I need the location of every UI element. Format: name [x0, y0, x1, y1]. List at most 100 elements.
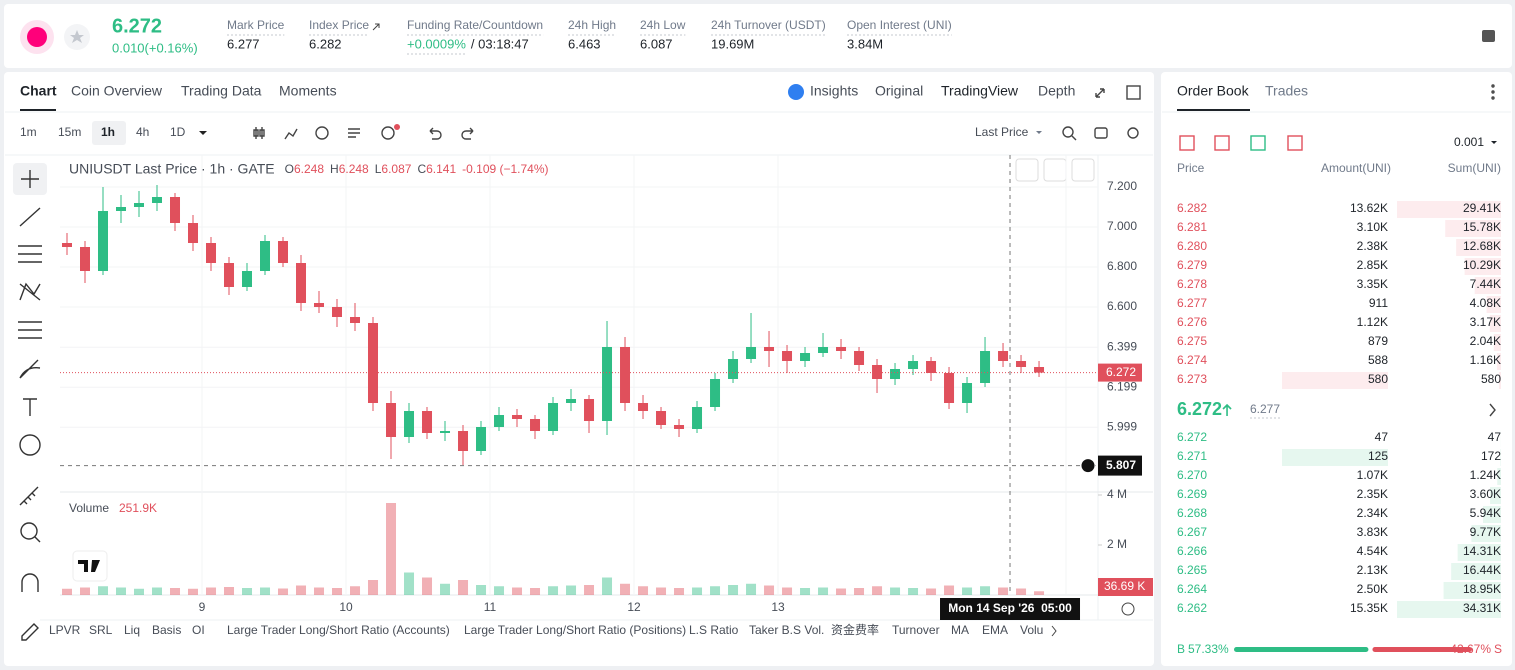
- ob-sum: 2.04K: [1470, 334, 1501, 348]
- candle-body: [61, 243, 72, 247]
- ob-price[interactable]: 6.280: [1177, 239, 1207, 253]
- candle-body: [386, 403, 397, 437]
- chart-tab[interactable]: Trading Data: [181, 83, 262, 99]
- ob-sum: 9.77K: [1470, 525, 1501, 539]
- indicator[interactable]: Basis: [152, 623, 181, 637]
- stat-label: Funding Rate/Countdown: [407, 18, 543, 32]
- candle-body: [908, 361, 919, 369]
- indicator[interactable]: EMA: [982, 623, 1008, 637]
- legend-key: L: [375, 162, 382, 176]
- volume-bar: [1034, 591, 1045, 595]
- ob-sum: 34.31K: [1463, 601, 1501, 615]
- volume-bar: [116, 587, 127, 595]
- scroll-arrow[interactable]: [1051, 625, 1057, 637]
- ob-price[interactable]: 6.276: [1177, 315, 1207, 329]
- ob-price[interactable]: 6.265: [1177, 563, 1207, 577]
- price-type[interactable]: Last Price: [975, 125, 1029, 139]
- ob-price[interactable]: 6.282: [1177, 201, 1207, 215]
- volume-bar: [818, 587, 829, 595]
- volume-bar: [728, 585, 739, 595]
- indicator[interactable]: Large Trader Long/Short Ratio (Positions…: [464, 623, 686, 637]
- ob-price[interactable]: 6.268: [1177, 506, 1207, 520]
- ob-price[interactable]: 6.266: [1177, 544, 1207, 558]
- indicator[interactable]: OI: [192, 623, 205, 637]
- indicator[interactable]: Large Trader Long/Short Ratio (Accounts): [227, 623, 450, 637]
- dropdown-icon[interactable]: [1491, 141, 1497, 144]
- level-highlight: [1282, 372, 1388, 389]
- ob-tab[interactable]: Trades: [1265, 83, 1308, 99]
- ob-amount: 2.38K: [1357, 239, 1388, 253]
- layout-icons[interactable]: [1179, 135, 1303, 151]
- interval[interactable]: 4h: [136, 125, 149, 139]
- precision[interactable]: 0.001: [1454, 135, 1484, 149]
- ob-price[interactable]: 6.267: [1177, 525, 1207, 539]
- ob-price[interactable]: 6.274: [1177, 353, 1207, 367]
- ob-price[interactable]: 6.278: [1177, 277, 1207, 291]
- ob-price[interactable]: 6.264: [1177, 582, 1207, 596]
- volume-bar: [872, 586, 883, 595]
- ob-price[interactable]: 6.275: [1177, 334, 1207, 348]
- chart-button[interactable]: [1043, 158, 1067, 182]
- chart-tab[interactable]: Moments: [279, 83, 337, 99]
- volume-bar: [782, 587, 793, 595]
- chart-button[interactable]: [1015, 158, 1039, 182]
- ob-price[interactable]: 6.262: [1177, 601, 1207, 615]
- view-tab[interactable]: TradingView: [941, 83, 1019, 99]
- x-tick-label: 13: [771, 600, 785, 614]
- interval[interactable]: 1h: [101, 125, 115, 139]
- volume-last-label: 36.69 K: [1104, 579, 1145, 593]
- indicator[interactable]: L.S Ratio: [689, 623, 739, 637]
- ob-price[interactable]: 6.269: [1177, 487, 1207, 501]
- legend-change: -0.109 (−1.74%): [462, 162, 548, 176]
- interval[interactable]: 1D: [170, 125, 186, 139]
- ob-price[interactable]: 6.279: [1177, 258, 1207, 272]
- ob-price[interactable]: 6.272: [1177, 430, 1207, 444]
- chart-button[interactable]: [1071, 158, 1095, 182]
- ob-tab[interactable]: Order Book: [1177, 83, 1250, 99]
- indicator[interactable]: Turnover: [892, 623, 940, 637]
- candle-body: [926, 361, 937, 373]
- interval[interactable]: 1m: [20, 125, 37, 139]
- ob-price[interactable]: 6.277: [1177, 296, 1207, 310]
- indicator[interactable]: LPVR: [49, 623, 81, 637]
- header-icon[interactable]: [1482, 30, 1495, 42]
- ob-amount: 47: [1375, 430, 1389, 444]
- indicator[interactable]: Liq: [124, 623, 140, 637]
- indicator[interactable]: Taker B.S Vol.: [749, 623, 824, 637]
- settings-icon[interactable]: [1121, 602, 1135, 616]
- indicator[interactable]: Volu: [1020, 623, 1043, 637]
- drawing-tools[interactable]: [18, 170, 42, 641]
- candle-body: [728, 359, 739, 379]
- chart-tab[interactable]: Chart: [20, 83, 57, 99]
- volume-bar: [476, 585, 487, 595]
- stat-value: 19.69M: [711, 36, 754, 51]
- view-tab[interactable]: Insights: [810, 83, 858, 99]
- candle-body: [998, 351, 1009, 361]
- chart-tab[interactable]: Coin Overview: [71, 83, 163, 99]
- ob-price[interactable]: 6.270: [1177, 468, 1207, 482]
- candle-body: [818, 347, 829, 353]
- indicator[interactable]: SRL: [89, 623, 113, 637]
- ob-price[interactable]: 6.271: [1177, 449, 1207, 463]
- candle-body: [170, 197, 181, 223]
- dropdown-icon[interactable]: [199, 131, 207, 135]
- candle-body: [512, 415, 523, 419]
- ob-price[interactable]: 6.273: [1177, 372, 1207, 386]
- view-tab[interactable]: Depth: [1038, 83, 1075, 99]
- volume-bar: [242, 588, 253, 595]
- indicator[interactable]: MA: [951, 623, 969, 637]
- stat-label: Open Interest (UNI): [847, 18, 952, 32]
- indicator[interactable]: 资金费率: [831, 622, 879, 637]
- toolbar-icons[interactable]: [253, 84, 1496, 417]
- view-tab[interactable]: Original: [875, 83, 923, 99]
- dropdown-icon[interactable]: [1036, 131, 1042, 134]
- volume-bar: [764, 585, 775, 595]
- crosshair-add[interactable]: [1080, 458, 1096, 474]
- volume-bar: [332, 588, 343, 595]
- interval[interactable]: 15m: [58, 125, 81, 139]
- ob-amount: 3.35K: [1357, 277, 1388, 291]
- ob-sum: 7.44K: [1470, 277, 1501, 291]
- ob-price[interactable]: 6.281: [1177, 220, 1207, 234]
